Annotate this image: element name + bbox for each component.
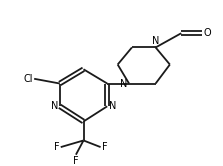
Text: F: F [54, 142, 60, 152]
Text: N: N [50, 101, 58, 111]
Text: O: O [203, 28, 211, 38]
Text: N: N [152, 36, 159, 45]
Text: F: F [101, 142, 107, 152]
Text: Cl: Cl [24, 74, 33, 84]
Text: F: F [73, 156, 79, 166]
Text: N: N [120, 79, 127, 88]
Text: N: N [109, 101, 116, 111]
